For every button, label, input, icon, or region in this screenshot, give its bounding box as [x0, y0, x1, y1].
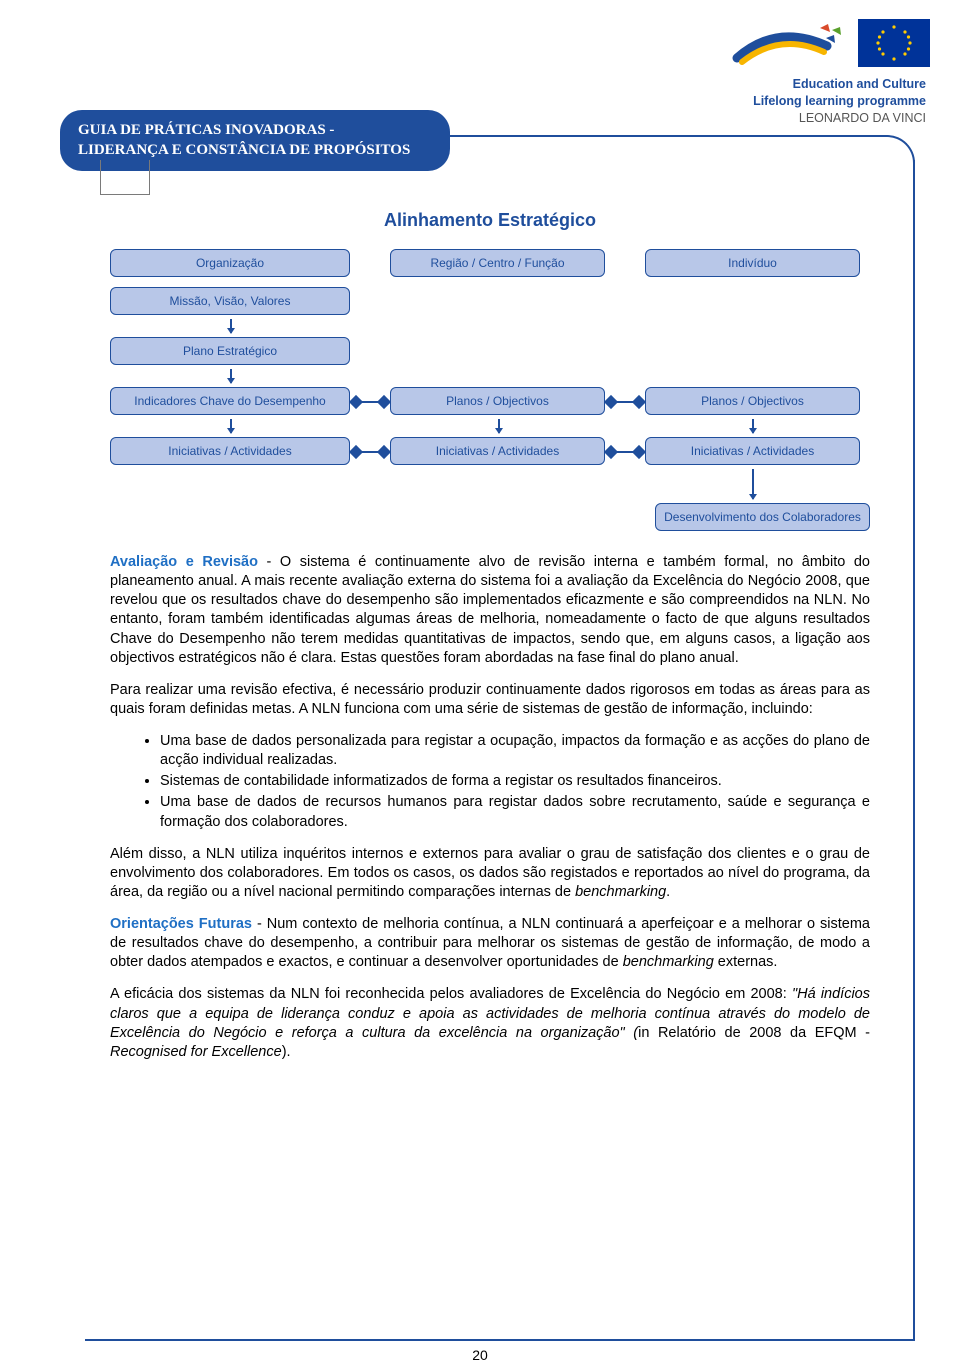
diagram-row-5: Iniciativas / Actividades Iniciativas / …: [110, 437, 870, 465]
frame-top: [430, 135, 887, 137]
body-text: Avaliação e Revisão - O sistema é contin…: [110, 553, 870, 1062]
diagram-row-2: Missão, Visão, Valores: [110, 287, 870, 315]
box-planos1: Planos / Objectivos: [390, 387, 605, 415]
box-planos2: Planos / Objectivos: [645, 387, 860, 415]
box-missao: Missão, Visão, Valores: [110, 287, 350, 315]
arrow-down-icon: [230, 369, 232, 383]
box-regiao: Região / Centro / Função: [390, 249, 605, 277]
list-item: Sistemas de contabilidade informatizados…: [160, 772, 870, 791]
para-orientacoes: Orientações Futuras - Num contexto de me…: [110, 915, 870, 972]
logo-line3: LEONARDO DA VINCI: [680, 110, 926, 127]
diagram-row-6: Desenvolvimento dos Colaboradores: [110, 503, 870, 531]
title-line1: GUIA DE PRÁTICAS INOVADORAS -: [78, 120, 432, 140]
tab-decoration: [100, 160, 150, 195]
eu-flag-icon: [858, 19, 930, 67]
logo-text: Education and Culture Lifelong learning …: [680, 76, 930, 127]
frame-right: [913, 160, 915, 1341]
page: Education and Culture Lifelong learning …: [0, 0, 960, 1371]
frame-bottom: [85, 1339, 915, 1341]
arrow-down-icon: [752, 469, 754, 499]
box-individuo: Indivíduo: [645, 249, 860, 277]
swoosh-icon: [732, 18, 852, 68]
para-eficacia: A eficácia dos sistemas da NLN foi recon…: [110, 985, 870, 1062]
para-revisao: Para realizar uma revisão efectiva, é ne…: [110, 681, 870, 719]
box-iniciativas3: Iniciativas / Actividades: [645, 437, 860, 465]
arrow-down-icon: [230, 319, 232, 333]
content-area: Alinhamento Estratégico Organização Regi…: [110, 210, 870, 1075]
page-number: 20: [0, 1347, 960, 1363]
connector-icon: [352, 396, 388, 408]
title-line2: LIDERANÇA E CONSTÂNCIA DE PROPÓSITOS: [78, 140, 432, 160]
label-orientacoes: Orientações Futuras: [110, 916, 252, 932]
arrow-down-icon: [230, 419, 232, 433]
label-avaliacao: Avaliação e Revisão: [110, 554, 258, 570]
para-avaliacao: Avaliação e Revisão - O sistema é contin…: [110, 553, 870, 668]
connector-icon: [352, 446, 388, 458]
connector-icon: [607, 446, 643, 458]
arrow-down-icon: [498, 419, 500, 433]
para-inqueritos: Além disso, a NLN utiliza inquéritos int…: [110, 845, 870, 902]
box-indicadores: Indicadores Chave do Desempenho: [110, 387, 350, 415]
diagram-title: Alinhamento Estratégico: [110, 210, 870, 231]
alignment-diagram: Organização Região / Centro / Função Ind…: [110, 249, 870, 531]
logo-line1: Education and Culture: [680, 76, 926, 93]
eu-logo-block: Education and Culture Lifelong learning …: [680, 18, 930, 127]
box-organizacao: Organização: [110, 249, 350, 277]
diagram-row-1: Organização Região / Centro / Função Ind…: [110, 249, 870, 277]
frame-corner: [885, 135, 915, 165]
list-item: Uma base de dados de recursos humanos pa…: [160, 793, 870, 831]
list-item: Uma base de dados personalizada para reg…: [160, 732, 870, 770]
box-plano: Plano Estratégico: [110, 337, 350, 365]
logo-line2: Lifelong learning programme: [680, 93, 926, 110]
logo-row: [680, 18, 930, 68]
box-iniciativas2: Iniciativas / Actividades: [390, 437, 605, 465]
diagram-row-3: Plano Estratégico: [110, 337, 870, 365]
arrow-down-icon: [752, 419, 754, 433]
box-desenvolvimento: Desenvolvimento dos Colaboradores: [655, 503, 870, 531]
diagram-row-4: Indicadores Chave do Desempenho Planos /…: [110, 387, 870, 415]
connector-icon: [607, 396, 643, 408]
box-iniciativas1: Iniciativas / Actividades: [110, 437, 350, 465]
bullet-list: Uma base de dados personalizada para reg…: [160, 732, 870, 832]
